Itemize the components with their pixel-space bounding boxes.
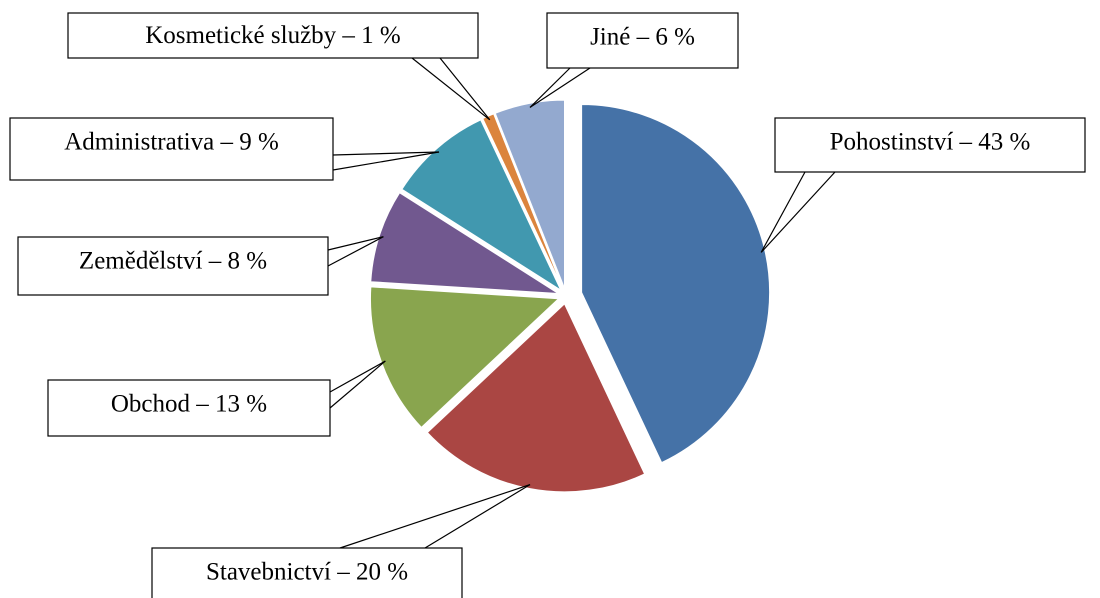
leader-line [332, 151, 440, 171]
label-box [151, 547, 463, 598]
data-label: Kosmetické služby – 1 % [145, 22, 401, 49]
pie-slice [581, 104, 771, 464]
leader-line [760, 171, 836, 253]
data-label: Obchod – 13 % [111, 391, 267, 418]
pie-slice [369, 286, 560, 429]
label-box [17, 236, 329, 296]
leader-line [529, 67, 571, 108]
label-box [67, 12, 479, 59]
leader-line [439, 57, 491, 121]
leader-line [329, 360, 386, 393]
leader-line [424, 484, 531, 549]
pie-slice [370, 192, 559, 295]
pie-slice [426, 303, 646, 493]
leader-line [329, 360, 386, 409]
label-box [47, 379, 331, 437]
leader-line [529, 67, 591, 108]
pie-slice [494, 99, 566, 289]
pie-slice [401, 119, 562, 292]
data-label: Zemědělství – 8 % [79, 248, 267, 275]
leader-line [411, 57, 491, 121]
data-label: Pohostinství – 43 % [830, 129, 1031, 156]
label-box [774, 117, 1086, 173]
data-label: Jiné – 6 % [590, 24, 695, 51]
pie-slice [482, 113, 564, 289]
leader-line [339, 484, 531, 549]
leader-line [760, 171, 806, 253]
data-label: Administrativa – 9 % [64, 129, 279, 156]
leader-line [332, 151, 440, 156]
label-box [9, 117, 334, 181]
label-box [546, 12, 739, 69]
leader-line [327, 236, 384, 267]
data-label: Stavebnictví – 20 % [206, 559, 408, 586]
leader-line [327, 236, 384, 251]
